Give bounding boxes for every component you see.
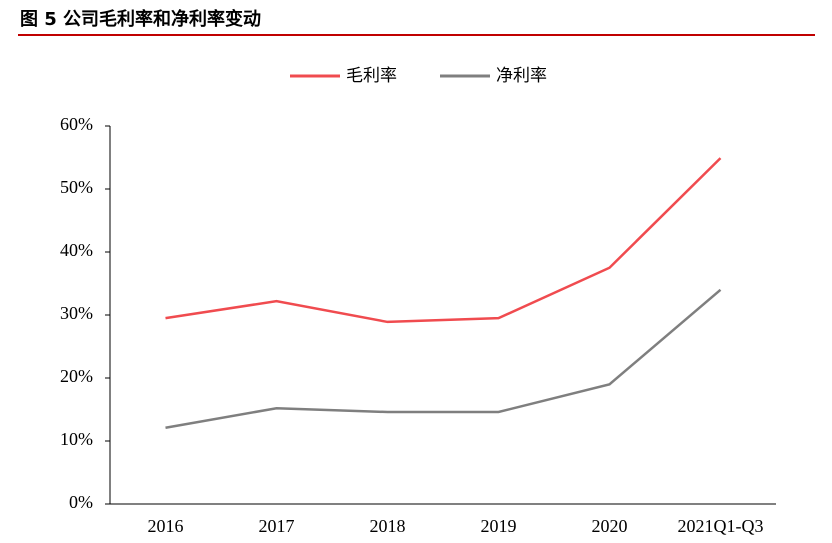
y-tick-label: 60%	[60, 114, 93, 134]
x-tick-label: 2021Q1-Q3	[678, 516, 764, 536]
legend-label: 毛利率	[346, 66, 397, 86]
x-tick-label: 2020	[592, 516, 628, 536]
y-tick-label: 10%	[60, 429, 93, 449]
x-tick-label: 2016	[148, 516, 184, 536]
y-tick-label: 30%	[60, 303, 93, 323]
x-tick-label: 2019	[481, 516, 517, 536]
y-tick-label: 20%	[60, 366, 93, 386]
y-tick-label: 50%	[60, 177, 93, 197]
series-line	[165, 157, 722, 324]
x-tick-label: 2017	[259, 516, 295, 536]
legend-label: 净利率	[496, 66, 547, 86]
x-tick-label: 2018	[370, 516, 406, 536]
y-tick-label: 0%	[69, 492, 93, 512]
chart-title: 图 5 公司毛利率和净利率变动	[20, 8, 261, 30]
y-tick-label: 40%	[60, 240, 93, 260]
series-line	[165, 288, 722, 430]
